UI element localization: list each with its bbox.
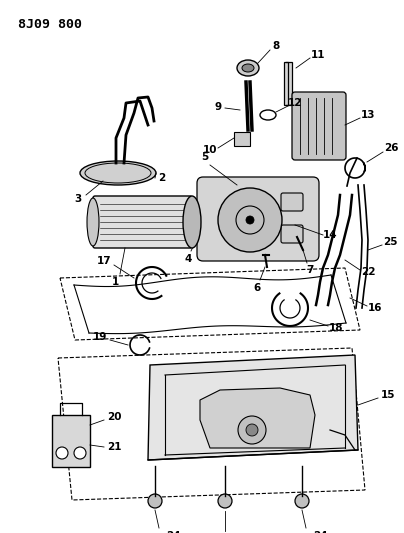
Text: 2: 2: [158, 173, 166, 183]
Text: 18: 18: [329, 323, 343, 333]
Text: 26: 26: [384, 143, 398, 153]
Circle shape: [238, 416, 266, 444]
Circle shape: [56, 447, 68, 459]
Bar: [284, 62, 292, 105]
Circle shape: [246, 216, 254, 224]
Text: 13: 13: [361, 110, 375, 120]
FancyBboxPatch shape: [197, 177, 319, 261]
Text: 21: 21: [107, 442, 121, 452]
Text: 17: 17: [97, 256, 112, 266]
Circle shape: [218, 494, 232, 508]
Text: 7: 7: [306, 265, 314, 275]
Circle shape: [74, 447, 86, 459]
Text: 6: 6: [253, 283, 261, 293]
Polygon shape: [200, 388, 315, 448]
Ellipse shape: [80, 161, 156, 185]
Text: 8: 8: [272, 41, 280, 51]
Text: 22: 22: [361, 267, 375, 277]
Text: 14: 14: [323, 230, 337, 240]
Ellipse shape: [237, 60, 259, 76]
Circle shape: [246, 424, 258, 436]
Text: 10: 10: [203, 145, 217, 155]
Text: 1: 1: [112, 277, 119, 287]
Text: 19: 19: [93, 332, 107, 342]
Circle shape: [148, 494, 162, 508]
Text: 3: 3: [74, 194, 82, 204]
Text: 24: 24: [313, 531, 327, 533]
FancyBboxPatch shape: [281, 225, 303, 243]
FancyBboxPatch shape: [281, 193, 303, 211]
FancyBboxPatch shape: [93, 196, 192, 248]
Bar: [52, 415, 90, 467]
Text: 11: 11: [311, 50, 325, 60]
Text: 24: 24: [166, 531, 180, 533]
Circle shape: [295, 494, 309, 508]
Text: 5: 5: [201, 152, 208, 162]
Text: 4: 4: [184, 254, 191, 264]
Bar: [234, 132, 250, 146]
Circle shape: [218, 188, 282, 252]
Text: 16: 16: [368, 303, 382, 313]
Polygon shape: [148, 355, 358, 460]
Text: 9: 9: [215, 102, 221, 112]
FancyBboxPatch shape: [292, 92, 346, 160]
Text: 20: 20: [107, 412, 121, 422]
Ellipse shape: [242, 64, 254, 72]
Text: 12: 12: [288, 98, 302, 108]
Text: 8J09 800: 8J09 800: [18, 18, 82, 31]
Ellipse shape: [87, 198, 99, 246]
Text: 15: 15: [381, 390, 395, 400]
Text: 25: 25: [383, 237, 397, 247]
Ellipse shape: [183, 196, 201, 248]
